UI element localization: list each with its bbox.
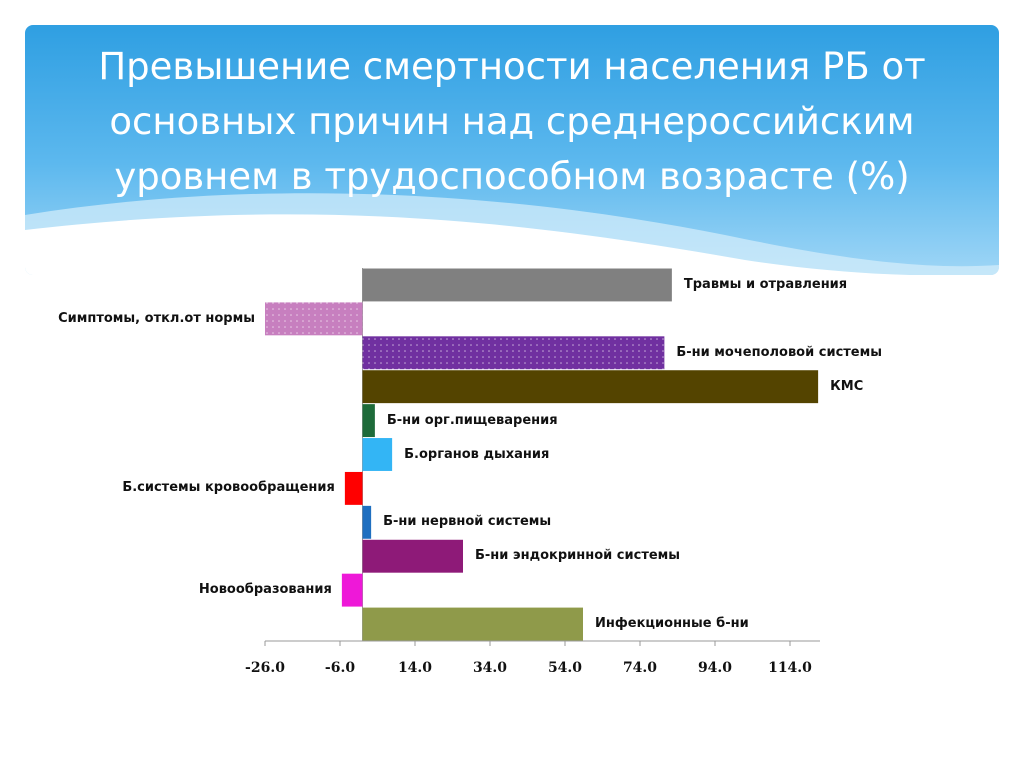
bar-label: Б-ни мочеполовой системы xyxy=(676,344,883,360)
x-tick-label: 34.0 xyxy=(473,660,507,676)
chart-title: Превышение смертности населения РБ от ос… xyxy=(98,45,926,198)
bar xyxy=(362,336,665,370)
bar-label: Б-ни эндокринной системы xyxy=(475,548,681,564)
x-tick-label: -26.0 xyxy=(245,660,285,676)
x-tick-label: 74.0 xyxy=(623,660,657,676)
bar-label: Б.системы кровообращения xyxy=(122,480,335,496)
header: Превышение смертности населения РБ от ос… xyxy=(25,25,999,275)
bar xyxy=(362,438,393,471)
bar-label: КМС xyxy=(830,378,864,394)
bar xyxy=(362,607,583,641)
bar-label: Травмы и отравления xyxy=(683,276,848,292)
bar-label: Б-ни орг.пищеварения xyxy=(386,412,558,428)
x-tick-label: 14.0 xyxy=(398,660,432,676)
bar xyxy=(362,404,375,438)
bar-label: Симптомы, откл.от нормы xyxy=(58,310,255,326)
x-tick-label: 94.0 xyxy=(698,660,732,676)
bar xyxy=(362,505,372,539)
bar-label: Б.органов дыхания xyxy=(404,446,550,462)
bar xyxy=(344,471,363,505)
x-tick-label: 54.0 xyxy=(548,660,582,676)
bar xyxy=(362,539,463,573)
bar-label: Новообразования xyxy=(198,582,332,598)
bar-label: Инфекционные б-ни xyxy=(595,616,749,632)
x-tick-label: 114.0 xyxy=(768,660,812,676)
bar xyxy=(362,268,672,302)
bar xyxy=(362,370,819,404)
wave xyxy=(25,193,999,275)
bar xyxy=(341,573,363,607)
bar xyxy=(265,302,363,336)
x-tick-label: -6.0 xyxy=(325,660,355,676)
bar-label: Б-ни нервной системы xyxy=(383,514,552,530)
